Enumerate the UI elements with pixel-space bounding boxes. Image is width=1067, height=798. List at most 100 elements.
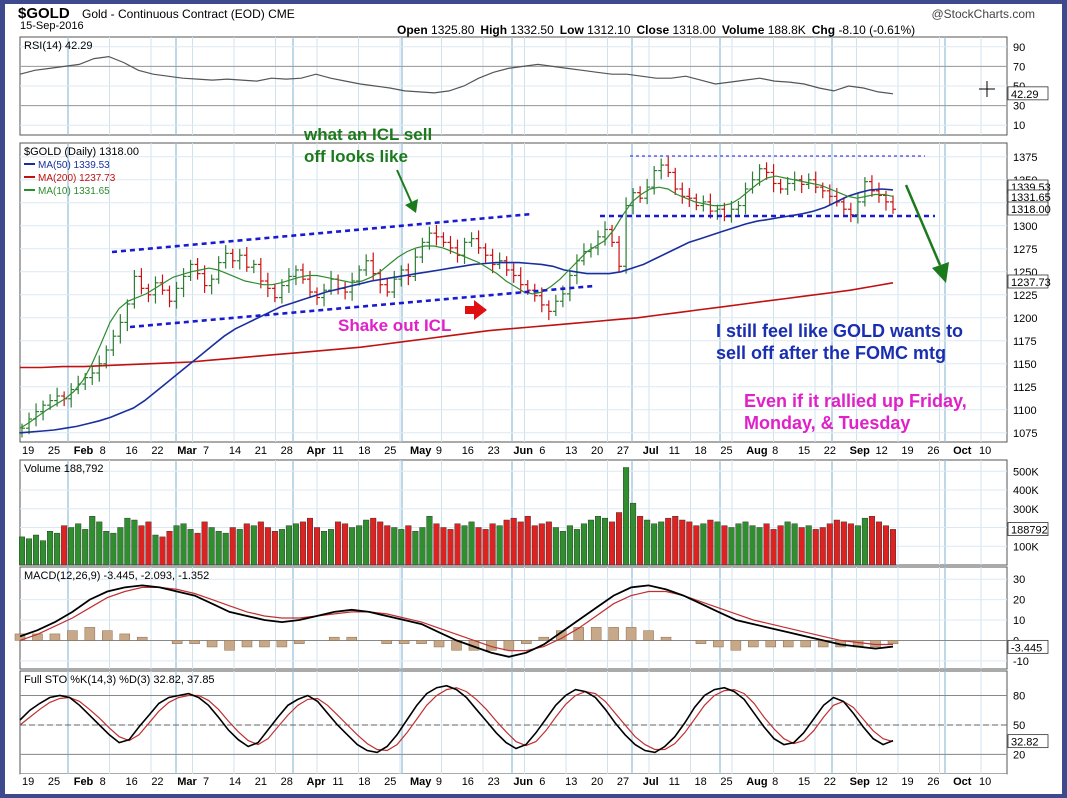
volume-tick: 100K: [1013, 541, 1039, 553]
sto-tick: 50: [1013, 720, 1025, 732]
volume-bar: [756, 527, 763, 566]
volume-bar: [728, 527, 735, 566]
volume-bar: [201, 521, 208, 566]
rally-note-line1: Even if it rallied up Friday,: [744, 391, 967, 411]
x-axis-top-label: Jul: [643, 445, 659, 457]
x-axis-bottom-label: 11: [332, 776, 343, 788]
volume-bar: [215, 531, 222, 566]
ohlc-value: 1312.10: [587, 23, 631, 37]
x-axis-bottom-label: 7: [203, 776, 209, 788]
x-axis-top-label: 8: [772, 445, 778, 457]
volume-bar: [285, 525, 292, 566]
volume-bar: [398, 529, 405, 566]
volume-bar: [75, 523, 82, 566]
macd-tick: 20: [1013, 595, 1025, 607]
x-axis-bottom-label: 27: [617, 776, 629, 788]
volume-bar: [559, 531, 566, 566]
volume-bar: [89, 516, 96, 566]
ohlc-value: 1325.80: [431, 23, 475, 37]
volume-bar: [742, 521, 749, 566]
macd-histogram-bar: [748, 640, 759, 648]
volume-bar: [68, 527, 75, 566]
x-axis-bottom-label: Aug: [746, 776, 767, 788]
ohlc-value: 1332.50: [510, 23, 554, 37]
volume-bar: [271, 531, 278, 566]
volume-bar: [805, 525, 812, 566]
volume-bar: [180, 523, 187, 566]
volume-bar: [159, 536, 166, 566]
volume-bar: [419, 527, 426, 566]
sto-k-line: [19, 684, 894, 754]
sell-off-note: I still feel like GOLD wants to sell off…: [716, 320, 963, 364]
volume-bar: [391, 527, 398, 566]
price-tick: 1275: [1013, 244, 1037, 256]
x-axis-bottom-bg: [20, 774, 1007, 788]
volume-bar: [33, 534, 40, 566]
ohlc-label: Open: [397, 23, 432, 37]
x-axis-bottom-label: 19: [901, 776, 913, 788]
volume-bar: [847, 523, 854, 566]
x-axis-top-label: Sep: [850, 445, 870, 457]
volume-bar: [672, 516, 679, 566]
volume-bar: [826, 523, 833, 566]
x-axis-bottom-label: 16: [125, 776, 137, 788]
volume-bar: [700, 523, 707, 566]
volume-bar: [117, 527, 124, 566]
macd-histogram-bar: [381, 640, 392, 644]
volume-bar: [314, 527, 321, 566]
volume-bar: [531, 525, 538, 566]
symbol-title: $GOLD: [18, 5, 70, 22]
price-tick: 1175: [1013, 336, 1037, 348]
volume-bar: [489, 523, 496, 566]
shake-out-arrow: [465, 300, 487, 320]
sto-tick: 20: [1013, 749, 1025, 761]
x-axis-bottom-label: Feb: [74, 776, 94, 788]
x-axis-bottom-label: 22: [824, 776, 836, 788]
price-tick: 1200: [1013, 313, 1037, 325]
ohlc-value: 188.8K: [767, 23, 806, 37]
volume-bar: [875, 521, 882, 566]
rsi-line: [19, 55, 894, 95]
x-axis-top-label: 18: [694, 445, 706, 457]
volume-bar: [54, 532, 61, 566]
icl-arrow-head: [405, 199, 418, 213]
macd-histogram-bar: [695, 640, 707, 644]
volume-bar: [763, 523, 770, 566]
x-axis-bottom-label: Jun: [513, 776, 533, 788]
volume-bar: [791, 523, 798, 566]
icl-sell-note-line1: what an ICL sell: [304, 125, 433, 144]
volume-bar: [321, 531, 328, 566]
volume-bar: [616, 512, 623, 566]
volume-bar: [257, 521, 264, 566]
volume-bar: [370, 517, 377, 566]
volume-bar: [735, 523, 742, 566]
volume-bar: [356, 525, 363, 566]
volume-bar: [784, 521, 791, 566]
macd-legend: MACD(12,26,9) -3.445, -2.093, -1.352: [24, 570, 209, 582]
macd-histogram-bar: [102, 630, 113, 641]
chart-date: 15-Sep-2016: [20, 20, 84, 32]
macd-histogram-bar: [67, 630, 78, 641]
volume-bar: [890, 529, 897, 566]
x-axis-bottom-label: 22: [151, 776, 163, 788]
volume-tick: 500K: [1013, 466, 1039, 478]
volume-bar: [770, 529, 777, 566]
ohlc-label: Chg: [811, 23, 839, 37]
volume-bar: [496, 525, 503, 566]
macd-histogram-bar: [643, 630, 654, 641]
volume-bar: [637, 516, 644, 566]
macd-histogram-bar: [608, 627, 619, 641]
macd-histogram-bar: [171, 640, 183, 644]
price-tick: 1100: [1013, 405, 1037, 417]
macd-histogram-bar: [346, 636, 357, 641]
x-axis-bottom-label: 19: [22, 776, 34, 788]
price-value-label: 1331.65: [1011, 192, 1051, 204]
macd-histogram-bar: [241, 640, 253, 648]
macd-histogram-bar: [276, 640, 288, 648]
macd-histogram-bar: [189, 640, 200, 644]
x-axis-bottom-label: 25: [720, 776, 732, 788]
shake-out-note: Shake out ICL: [338, 316, 452, 335]
volume-bar: [19, 536, 26, 566]
x-axis-bottom-label: 28: [281, 776, 293, 788]
